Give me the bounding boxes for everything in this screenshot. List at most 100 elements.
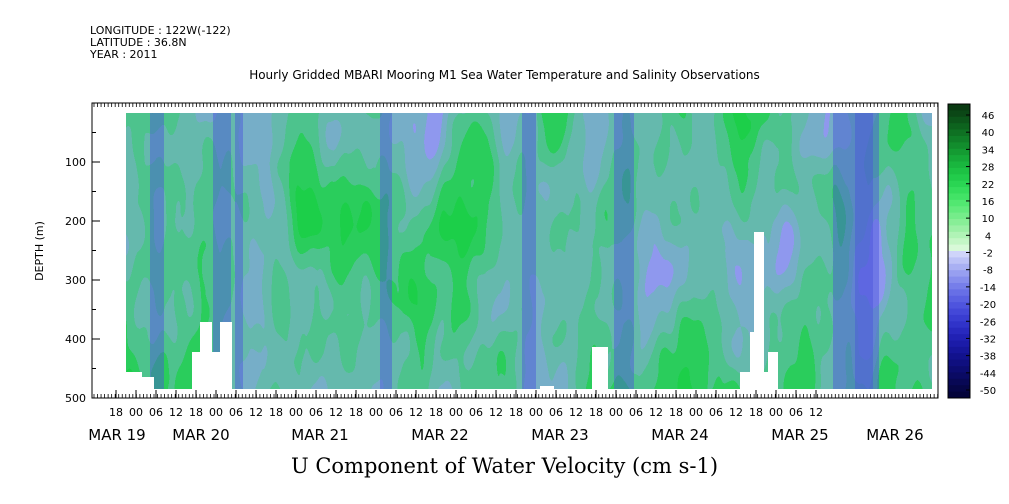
- x-day-label: MAR 24: [651, 426, 708, 444]
- colorbar-swatch: [948, 353, 970, 361]
- x-hour-label: 06: [149, 406, 163, 419]
- longitude-text: LONGITUDE : 122W(-122): [90, 24, 231, 37]
- colorbar-label: 28: [982, 163, 995, 174]
- colorbar-swatch: [948, 193, 970, 201]
- colorbar-swatch: [948, 187, 970, 194]
- x-hour-label: 12: [729, 406, 743, 419]
- colorbar-swatch: [948, 295, 970, 303]
- colorbar-label: 22: [982, 180, 995, 191]
- x-hour-label: 06: [789, 406, 803, 419]
- colorbar-swatch: [948, 231, 970, 239]
- colorbar-swatch: [948, 314, 970, 322]
- blue-band: [522, 113, 536, 389]
- colorbar-swatch: [948, 372, 970, 380]
- y-tick-label: 500: [65, 392, 86, 405]
- x-hour-label: 00: [689, 406, 703, 419]
- x-hour-label: 12: [329, 406, 343, 419]
- x-hour-label: 06: [709, 406, 723, 419]
- x-hour-label: 06: [549, 406, 563, 419]
- x-hour-label: 18: [749, 406, 763, 419]
- x-hour-label: 18: [189, 406, 203, 419]
- chart-title-text: Hourly Gridded MBARI Mooring M1 Sea Wate…: [249, 68, 760, 82]
- x-hour-label: 18: [349, 406, 363, 419]
- colorbar-label: -8: [983, 266, 993, 277]
- y-tick-label: 400: [65, 333, 86, 346]
- colorbar-label: 34: [982, 145, 995, 156]
- colorbar-swatch: [948, 327, 970, 335]
- x-hour-label: 18: [589, 406, 603, 419]
- colorbar-swatch: [948, 244, 970, 252]
- x-axis-title-text: U Component of Water Velocity (cm s-1): [290, 454, 719, 478]
- x-hour-label: 12: [409, 406, 423, 419]
- x-hour-label: 18: [429, 406, 443, 419]
- colorbar-swatch: [948, 238, 970, 246]
- colorbar-swatch: [948, 346, 970, 354]
- colorbar-swatch: [948, 116, 970, 124]
- colorbar-swatch: [948, 270, 970, 277]
- colorbar-swatch: [948, 219, 970, 226]
- heatmap-surface: [126, 113, 932, 389]
- colorbar-label: -44: [980, 369, 996, 380]
- x-hour-label: 00: [529, 406, 543, 419]
- x-hour-label: 12: [569, 406, 583, 419]
- year-text: YEAR : 2011: [90, 48, 158, 61]
- x-hour-label: 06: [389, 406, 403, 419]
- x-hour-label: 12: [169, 406, 183, 419]
- x-hour-label: 00: [369, 406, 383, 419]
- colorbar-swatch: [948, 391, 970, 399]
- colorbar-swatch: [948, 378, 970, 386]
- chart-title: Hourly Gridded MBARI Mooring M1 Sea Wate…: [0, 68, 1009, 82]
- colorbar-swatch: [948, 308, 970, 316]
- x-hour-label: 06: [229, 406, 243, 419]
- colorbar-swatch: [948, 334, 970, 341]
- x-day-label: MAR 25: [771, 426, 828, 444]
- blue-band: [855, 113, 879, 389]
- x-axis-title: U Component of Water Velocity (cm s-1): [0, 454, 1009, 478]
- colorbar-swatch: [948, 110, 970, 118]
- colorbar-swatch: [948, 148, 970, 156]
- colorbar-swatch: [948, 206, 970, 214]
- colorbar-label: 16: [982, 197, 995, 208]
- x-day-label: MAR 23: [531, 426, 588, 444]
- colorbar-swatch: [948, 161, 970, 169]
- colorbar-swatch: [948, 104, 970, 111]
- blue-band: [833, 113, 873, 389]
- x-hour-label: 00: [129, 406, 143, 419]
- colorbar-swatch: [948, 142, 970, 150]
- colorbar-label: 4: [985, 231, 991, 242]
- colorbar-swatch: [948, 385, 970, 393]
- colorbar-swatch: [948, 180, 970, 188]
- colorbar-label: -38: [980, 352, 996, 363]
- x-day-label: MAR 22: [411, 426, 468, 444]
- x-hour-label: 06: [309, 406, 323, 419]
- x-hour-label: 12: [489, 406, 503, 419]
- heatmap-field: [126, 113, 932, 392]
- y-tick-label: 300: [65, 274, 86, 287]
- x-hour-label: 06: [469, 406, 483, 419]
- missing-data-gap: [754, 232, 764, 392]
- x-hour-label: 00: [449, 406, 463, 419]
- x-hour-label: 18: [509, 406, 523, 419]
- metadata-block: LONGITUDE : 122W(-122) LATITUDE : 36.8N …: [90, 25, 231, 61]
- colorbar-swatch: [948, 135, 970, 143]
- x-hour-label: 00: [609, 406, 623, 419]
- blue-band: [213, 113, 231, 389]
- colorbar-label: -26: [980, 317, 996, 328]
- blue-band: [150, 113, 164, 389]
- colorbar-swatch: [948, 155, 970, 162]
- colorbar-swatch: [948, 129, 970, 137]
- colorbar-label: -2: [983, 249, 993, 260]
- x-hour-label: 18: [669, 406, 683, 419]
- missing-data-gap: [220, 322, 232, 392]
- colorbar-swatch: [948, 263, 970, 271]
- x-hour-label: 12: [249, 406, 263, 419]
- x-hour-label: 00: [769, 406, 783, 419]
- x-hour-label: 18: [109, 406, 123, 419]
- x-hour-label: 00: [209, 406, 223, 419]
- colorbar-swatch: [948, 251, 970, 258]
- colorbar-label: -14: [980, 283, 996, 294]
- latitude-text: LATITUDE : 36.8N: [90, 36, 187, 49]
- blue-band: [380, 113, 392, 389]
- x-hour-label: 00: [289, 406, 303, 419]
